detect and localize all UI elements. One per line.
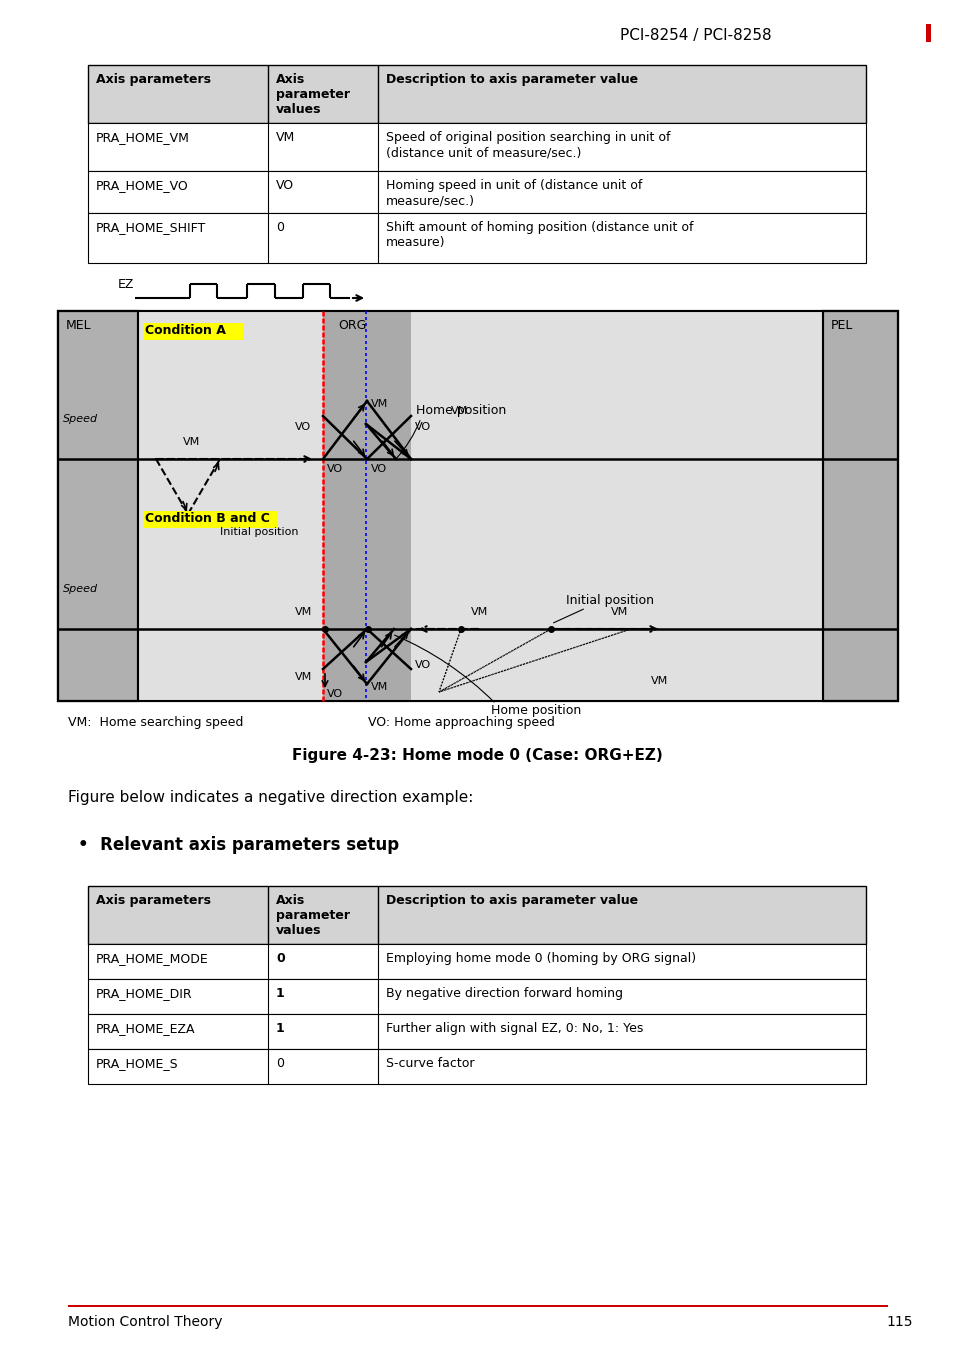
Text: Shift amount of homing position (distance unit of
measure): Shift amount of homing position (distanc… — [386, 220, 693, 249]
Text: Axis parameters: Axis parameters — [96, 894, 211, 907]
Text: Figure below indicates a negative direction example:: Figure below indicates a negative direct… — [68, 790, 473, 804]
Text: VO: VO — [327, 690, 343, 699]
Text: PRA_HOME_DIR: PRA_HOME_DIR — [96, 987, 193, 1000]
Bar — [58, 311, 138, 700]
Text: Speed of original position searching in unit of
(distance unit of measure/sec.): Speed of original position searching in … — [386, 131, 670, 160]
Bar — [88, 65, 865, 123]
Text: VM: VM — [451, 406, 468, 416]
Text: Motion Control Theory: Motion Control Theory — [68, 1315, 222, 1329]
Bar — [143, 323, 243, 339]
Text: 0: 0 — [275, 1057, 284, 1069]
Text: PRA_HOME_MODE: PRA_HOME_MODE — [96, 952, 209, 965]
Text: 115: 115 — [885, 1315, 911, 1329]
Text: Initial position: Initial position — [220, 527, 298, 537]
Text: ORG: ORG — [337, 319, 366, 333]
Text: Axis
parameter
values: Axis parameter values — [275, 894, 350, 937]
Bar — [822, 311, 897, 700]
Text: EZ: EZ — [118, 279, 134, 291]
Text: VO: VO — [327, 464, 343, 475]
Bar — [925, 24, 930, 42]
Text: Description to axis parameter value: Description to axis parameter value — [386, 894, 638, 907]
Text: Condition A: Condition A — [145, 324, 226, 337]
Text: Further align with signal EZ, 0: No, 1: Yes: Further align with signal EZ, 0: No, 1: … — [386, 1022, 642, 1036]
Text: VM: VM — [294, 607, 312, 617]
Text: MEL: MEL — [66, 319, 91, 333]
Bar — [88, 1049, 865, 1084]
Text: VO: Home approaching speed: VO: Home approaching speed — [368, 717, 555, 729]
Text: S-curve factor: S-curve factor — [386, 1057, 474, 1069]
Bar — [138, 311, 323, 700]
Bar — [88, 1014, 865, 1049]
Bar — [88, 979, 865, 1014]
Text: VM: VM — [650, 676, 667, 685]
Text: 1: 1 — [275, 1022, 284, 1036]
Text: Initial position: Initial position — [565, 594, 654, 607]
Text: VO: VO — [294, 422, 311, 433]
Text: Description to axis parameter value: Description to axis parameter value — [386, 73, 638, 87]
Text: Axis parameters: Axis parameters — [96, 73, 211, 87]
Bar — [88, 214, 865, 264]
Text: PRA_HOME_SHIFT: PRA_HOME_SHIFT — [96, 220, 206, 234]
Text: PRA_HOME_EZA: PRA_HOME_EZA — [96, 1022, 195, 1036]
Text: 0: 0 — [275, 952, 284, 965]
Bar — [58, 311, 897, 700]
Text: VM: VM — [471, 607, 488, 617]
Bar — [143, 511, 277, 529]
Bar — [323, 311, 411, 700]
Text: Employing home mode 0 (homing by ORG signal): Employing home mode 0 (homing by ORG sig… — [386, 952, 696, 965]
Text: VO: VO — [415, 422, 431, 433]
Text: By negative direction forward homing: By negative direction forward homing — [386, 987, 622, 1000]
Text: Home position: Home position — [416, 404, 506, 416]
Text: Homing speed in unit of (distance unit of
measure/sec.): Homing speed in unit of (distance unit o… — [386, 178, 641, 207]
Text: PRA_HOME_VM: PRA_HOME_VM — [96, 131, 190, 145]
Bar — [822, 311, 897, 700]
Bar — [58, 311, 138, 700]
Text: VO: VO — [275, 178, 294, 192]
Text: PEL: PEL — [830, 319, 853, 333]
Text: VM: VM — [610, 607, 628, 617]
Text: VM: VM — [371, 681, 388, 692]
Text: Figure 4-23: Home mode 0 (Case: ORG+EZ): Figure 4-23: Home mode 0 (Case: ORG+EZ) — [292, 748, 661, 763]
Bar — [88, 944, 865, 979]
Text: PRA_HOME_S: PRA_HOME_S — [96, 1057, 178, 1069]
Text: VM: VM — [371, 399, 388, 410]
Text: Condition B and C: Condition B and C — [145, 512, 270, 525]
Text: Axis
parameter
values: Axis parameter values — [275, 73, 350, 116]
Bar — [411, 311, 822, 700]
Text: VM: VM — [183, 437, 200, 448]
Bar — [88, 170, 865, 214]
Text: VO: VO — [415, 660, 431, 671]
Bar — [68, 1305, 887, 1307]
Text: VO: VO — [371, 464, 387, 475]
Text: Speed: Speed — [63, 414, 98, 425]
Text: PCI-8254 / PCI-8258: PCI-8254 / PCI-8258 — [619, 28, 771, 43]
Text: PRA_HOME_VO: PRA_HOME_VO — [96, 178, 189, 192]
Text: Home position: Home position — [491, 704, 580, 717]
Bar — [88, 123, 865, 170]
Text: VM:  Home searching speed: VM: Home searching speed — [68, 717, 243, 729]
Text: Speed: Speed — [63, 584, 98, 594]
Text: VM: VM — [294, 672, 312, 681]
Text: •  Relevant axis parameters setup: • Relevant axis parameters setup — [78, 836, 398, 854]
Bar — [58, 311, 897, 700]
Bar — [88, 886, 865, 944]
Text: VM: VM — [275, 131, 294, 145]
Text: 0: 0 — [275, 220, 284, 234]
Text: 1: 1 — [275, 987, 284, 1000]
